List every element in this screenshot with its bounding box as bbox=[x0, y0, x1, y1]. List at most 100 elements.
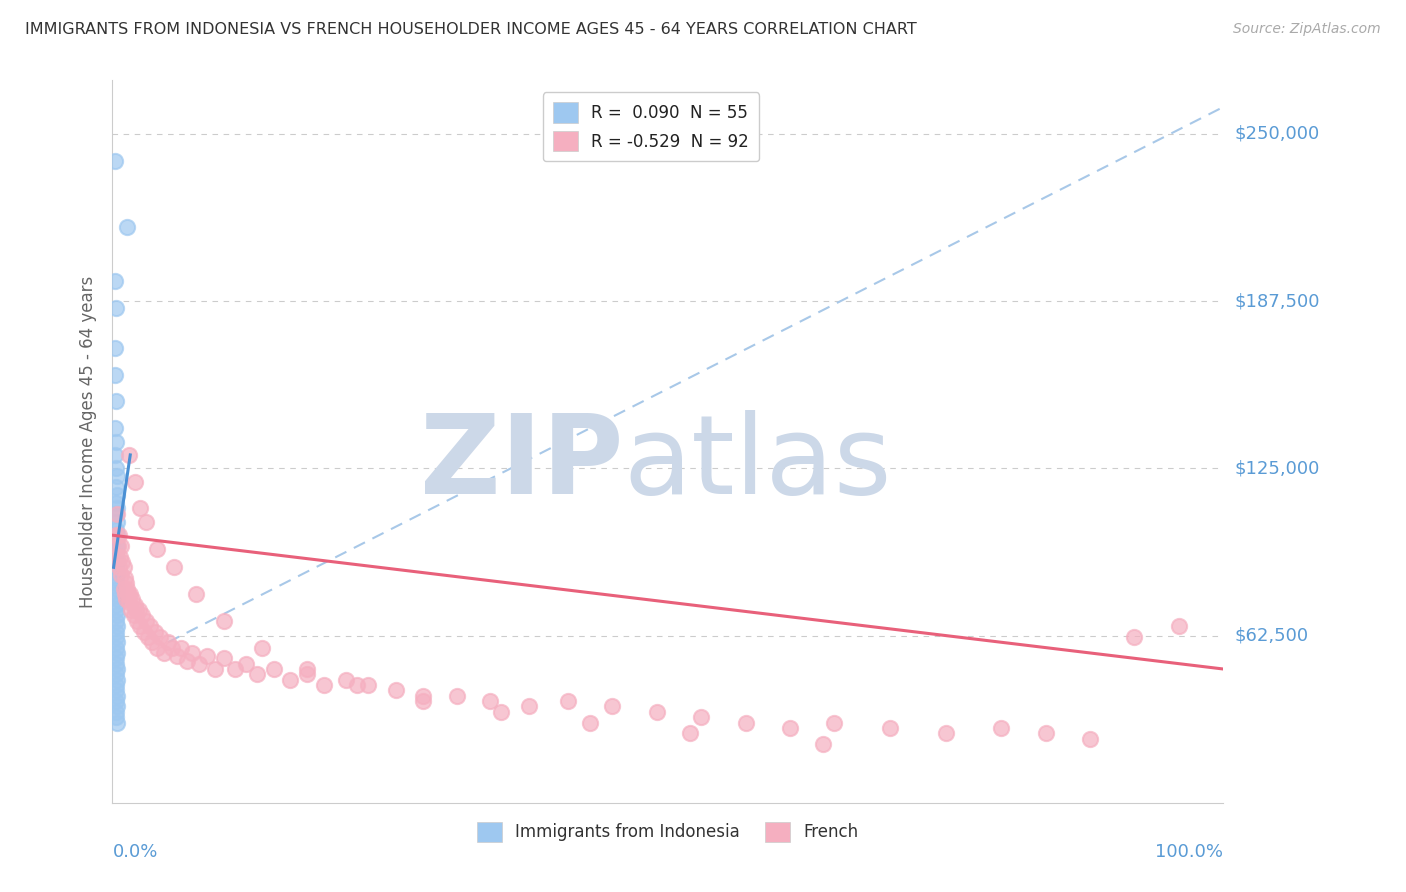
Text: Source: ZipAtlas.com: Source: ZipAtlas.com bbox=[1233, 22, 1381, 37]
Point bbox=[517, 699, 540, 714]
Point bbox=[104, 694, 127, 708]
Point bbox=[104, 683, 127, 698]
Text: 100.0%: 100.0% bbox=[1156, 843, 1223, 861]
Point bbox=[679, 726, 702, 740]
Point bbox=[105, 592, 128, 607]
Point bbox=[110, 549, 132, 564]
Point bbox=[132, 624, 155, 639]
Point bbox=[105, 582, 128, 596]
Point bbox=[162, 560, 184, 574]
Point bbox=[105, 646, 128, 660]
Text: $125,000: $125,000 bbox=[1234, 459, 1320, 477]
Point bbox=[104, 705, 127, 719]
Point bbox=[104, 153, 127, 168]
Point bbox=[104, 624, 127, 639]
Point bbox=[115, 582, 138, 596]
Point bbox=[557, 694, 579, 708]
Point bbox=[112, 560, 135, 574]
Point bbox=[184, 587, 207, 601]
Point bbox=[118, 595, 141, 609]
Point bbox=[224, 662, 246, 676]
Point bbox=[1078, 731, 1101, 746]
Point bbox=[104, 480, 127, 494]
Point bbox=[104, 614, 127, 628]
Text: IMMIGRANTS FROM INDONESIA VS FRENCH HOUSEHOLDER INCOME AGES 45 - 64 YEARS CORREL: IMMIGRANTS FROM INDONESIA VS FRENCH HOUS… bbox=[25, 22, 917, 37]
Point bbox=[990, 721, 1012, 735]
Point bbox=[141, 635, 163, 649]
Point bbox=[935, 726, 957, 740]
Point bbox=[105, 488, 128, 502]
Point bbox=[446, 689, 468, 703]
Legend: Immigrants from Indonesia, French: Immigrants from Indonesia, French bbox=[471, 815, 865, 848]
Point bbox=[104, 301, 127, 315]
Point bbox=[104, 394, 127, 409]
Point bbox=[125, 614, 148, 628]
Point bbox=[139, 619, 162, 633]
Point bbox=[157, 635, 180, 649]
Point bbox=[479, 694, 502, 708]
Point bbox=[489, 705, 512, 719]
Point bbox=[824, 715, 846, 730]
Point bbox=[105, 555, 128, 569]
Point bbox=[412, 689, 434, 703]
Point bbox=[104, 651, 127, 665]
Point bbox=[104, 630, 127, 644]
Point bbox=[105, 689, 128, 703]
Text: $187,500: $187,500 bbox=[1234, 292, 1320, 310]
Point bbox=[188, 657, 211, 671]
Point bbox=[105, 549, 128, 564]
Point bbox=[104, 448, 127, 462]
Point bbox=[412, 694, 434, 708]
Point bbox=[108, 528, 131, 542]
Point bbox=[104, 603, 127, 617]
Point bbox=[734, 715, 756, 730]
Point bbox=[120, 587, 142, 601]
Point bbox=[135, 614, 157, 628]
Point bbox=[124, 598, 146, 612]
Point bbox=[108, 560, 131, 574]
Point bbox=[104, 421, 127, 435]
Point bbox=[115, 220, 138, 235]
Point bbox=[645, 705, 668, 719]
Point bbox=[1035, 726, 1057, 740]
Point bbox=[346, 678, 368, 692]
Point bbox=[143, 624, 166, 639]
Point bbox=[105, 699, 128, 714]
Point bbox=[252, 640, 274, 655]
Point bbox=[111, 555, 134, 569]
Point bbox=[128, 603, 150, 617]
Point bbox=[335, 673, 357, 687]
Point bbox=[117, 587, 139, 601]
Point bbox=[295, 662, 318, 676]
Point bbox=[278, 673, 301, 687]
Point bbox=[105, 469, 128, 483]
Point bbox=[105, 566, 128, 580]
Point bbox=[131, 608, 153, 623]
Point bbox=[176, 654, 198, 668]
Point bbox=[114, 587, 136, 601]
Point bbox=[105, 507, 128, 521]
Point bbox=[114, 576, 136, 591]
Point bbox=[181, 646, 204, 660]
Point bbox=[246, 667, 269, 681]
Point bbox=[312, 678, 335, 692]
Point bbox=[105, 715, 128, 730]
Point bbox=[104, 461, 127, 475]
Point bbox=[105, 501, 128, 516]
Point bbox=[149, 630, 172, 644]
Point bbox=[104, 528, 127, 542]
Point bbox=[136, 630, 159, 644]
Point bbox=[235, 657, 257, 671]
Point bbox=[104, 571, 127, 585]
Point bbox=[166, 648, 188, 663]
Point bbox=[125, 603, 148, 617]
Point bbox=[122, 608, 145, 623]
Point bbox=[105, 635, 128, 649]
Point bbox=[105, 662, 128, 676]
Point bbox=[114, 571, 136, 585]
Point bbox=[110, 539, 132, 553]
Point bbox=[263, 662, 285, 676]
Point bbox=[124, 475, 146, 489]
Point bbox=[104, 657, 127, 671]
Point bbox=[879, 721, 901, 735]
